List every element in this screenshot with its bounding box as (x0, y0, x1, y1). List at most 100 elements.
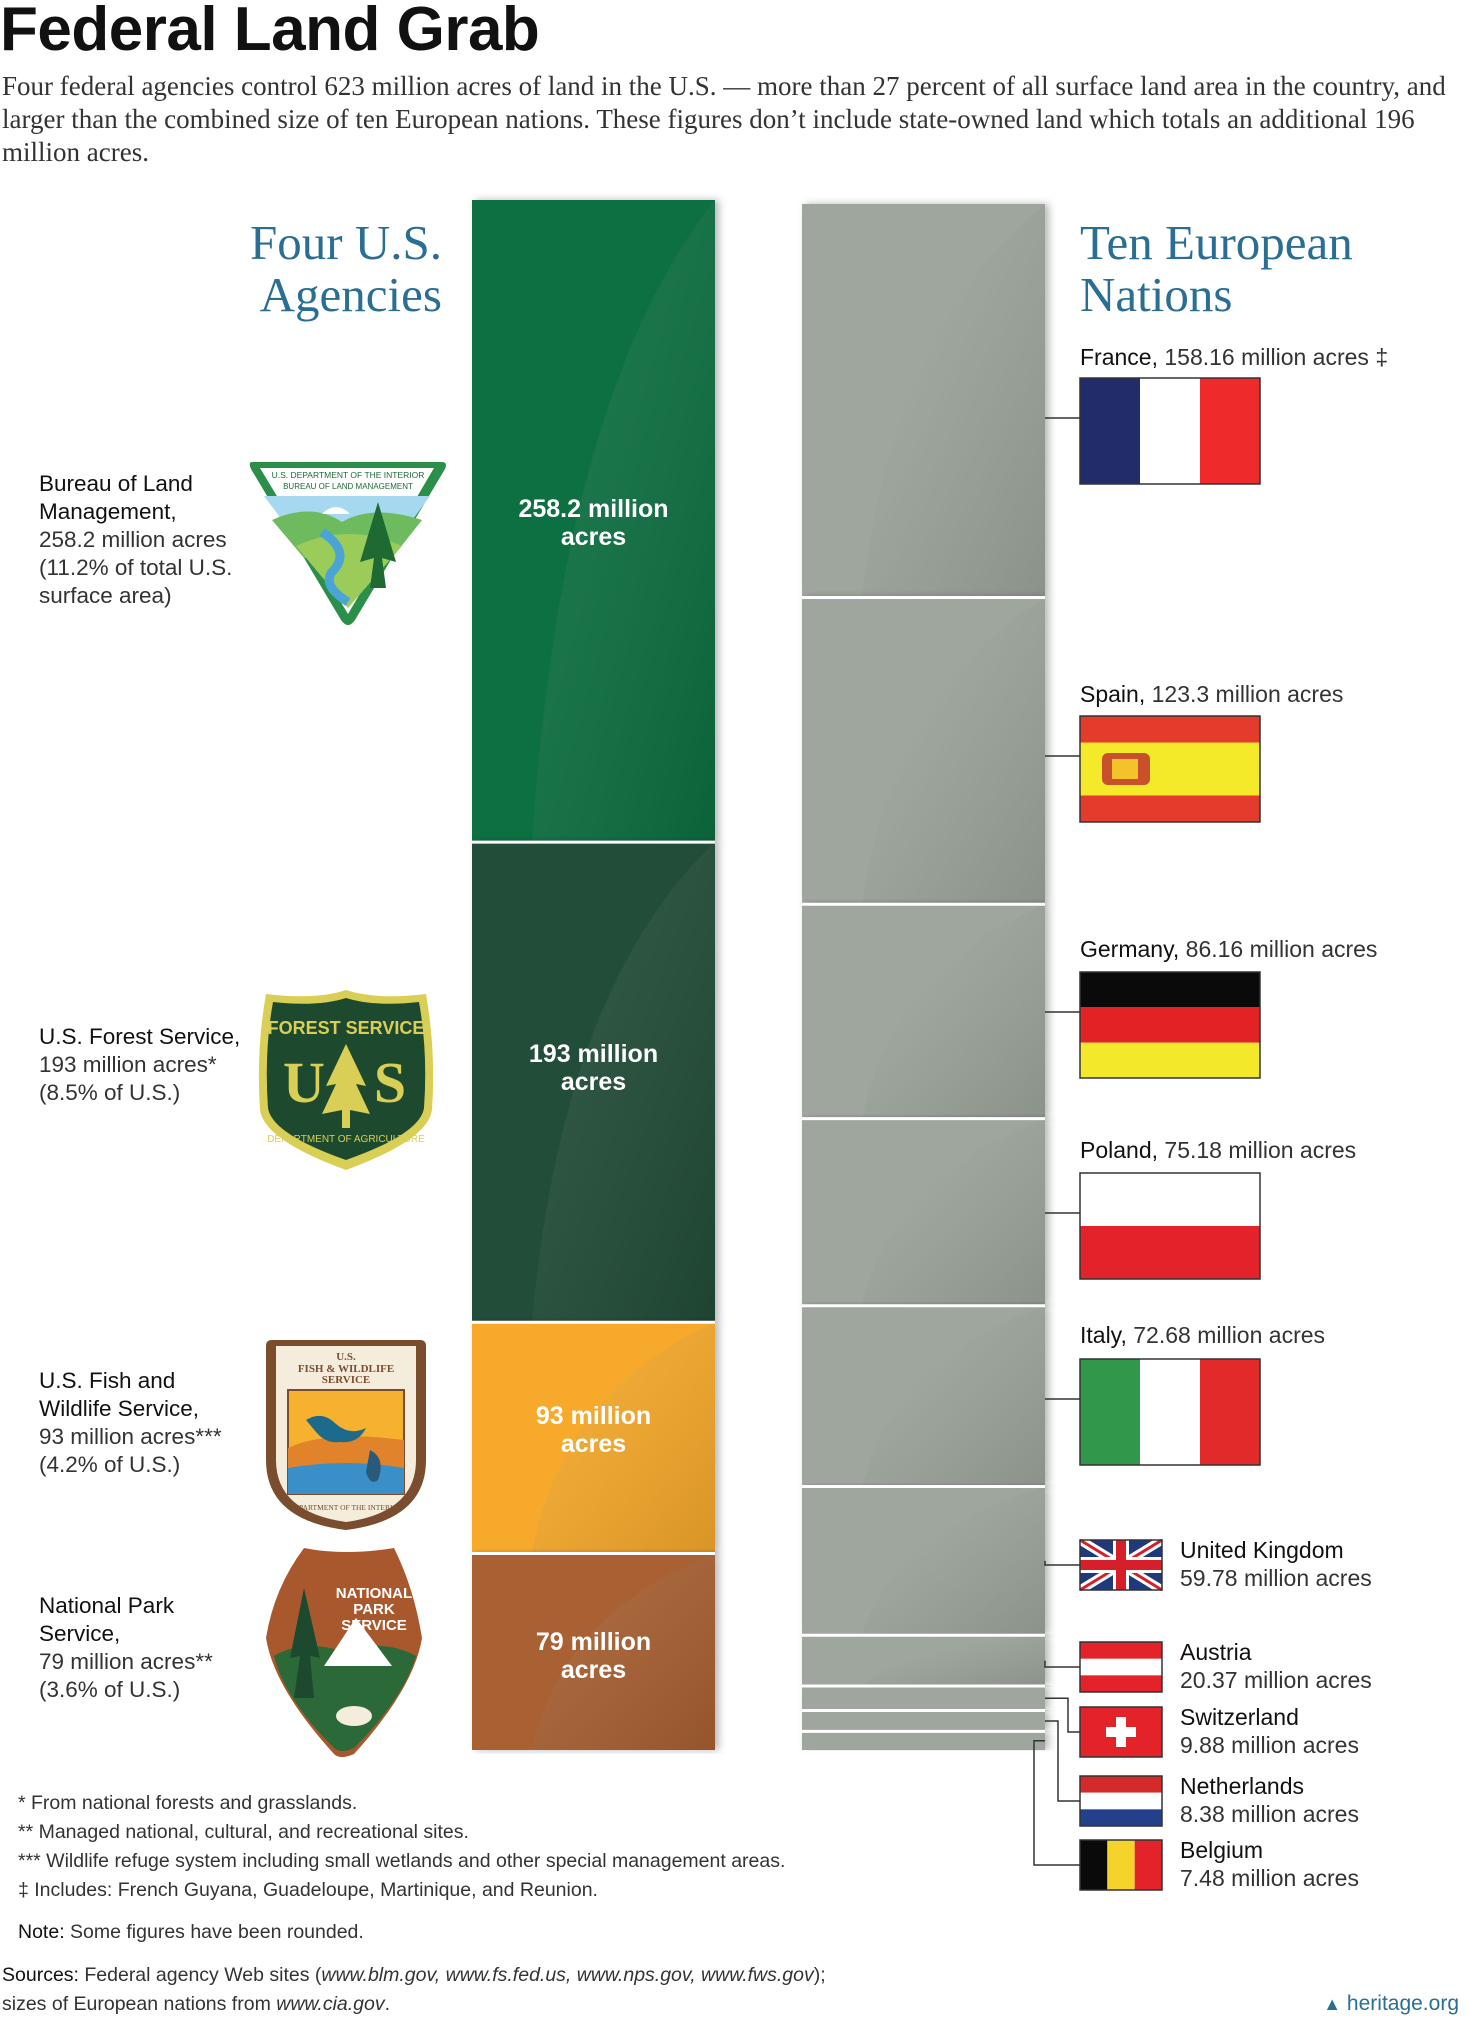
nation-label-switzerland: Switzerland 9.88 million acres (1180, 1703, 1359, 1759)
heritage-text: heritage.org (1346, 1992, 1459, 2015)
nation-bar-stack (802, 204, 1045, 1750)
blm-logo: U.S. DEPARTMENT OF THE INTERIOR BUREAU O… (249, 462, 446, 625)
nation-label-austria: Austria 20.37 million acres (1180, 1638, 1372, 1694)
nation-name: Poland, (1080, 1137, 1159, 1163)
sources-line2-post: . (384, 1993, 391, 2015)
agency-acres: 193 million acres* (39, 1052, 217, 1077)
bar-label-line: acres (560, 1068, 627, 1096)
intro-text: Four federal agencies control 623 millio… (2, 71, 1446, 167)
flag-germany (1079, 971, 1261, 1079)
nation-name: Spain, (1080, 681, 1146, 707)
left-heading-line-1: Four U.S. (250, 215, 442, 270)
sources-line-2: sizes of European nations from www.cia.g… (2, 1992, 390, 2016)
flag-switzerland (1079, 1706, 1163, 1758)
nation-label-italy: Italy, 72.68 million acres (1080, 1321, 1325, 1349)
forest-service-logo-text-1: FOREST SERVICE (268, 1018, 425, 1038)
nation-label-france: France, 158.16 million acres ‡ (1080, 343, 1388, 371)
bar-label-line: acres (560, 1430, 627, 1458)
right-column-heading: Ten European Nations (1080, 217, 1460, 321)
flag-italy (1079, 1358, 1261, 1466)
flag-france (1079, 377, 1261, 485)
nation-flags (1077, 377, 1261, 1891)
nation-name: Switzerland (1180, 1704, 1299, 1730)
bar-label-line: 258.2 million (518, 495, 669, 523)
agency-acres: 79 million acres** (39, 1649, 213, 1674)
agency-acres: 93 million acres*** (39, 1424, 222, 1449)
flag-austria (1079, 1641, 1163, 1693)
agency-acres: 258.2 million acres (39, 527, 227, 552)
agency-label-bureau-of-land-management: Bureau of Land Management, 258.2 million … (39, 470, 279, 610)
nation-connectors (1033, 417, 1080, 1866)
agency-bar-stack (472, 200, 715, 1750)
page-title: Federal Land Grab (0, 0, 540, 64)
connector-belgium (1033, 1739, 1080, 1866)
forest-service-logo-text-3: S (374, 1050, 406, 1115)
nation-acres: 75.18 million acres (1164, 1137, 1357, 1163)
nation-acres: 72.68 million acres (1133, 1322, 1326, 1348)
nation-bar-shade (862, 1305, 1045, 1487)
bar-label-u-s-forest-service: 193 million acres (472, 1040, 715, 1096)
note-line: Note: Some figures have been rounded. (18, 1920, 364, 1944)
nation-name: Netherlands (1180, 1773, 1305, 1799)
nation-label-spain: Spain, 123.3 million acres (1080, 680, 1343, 708)
fws-logo-text-4: DEPARTMENT OF THE INTERIOR (289, 1503, 403, 1512)
nation-acres: 123.3 million acres (1151, 681, 1344, 707)
bar-label-national-park-service: 79 million acres (472, 1628, 715, 1684)
sources-sites: www.blm.gov, www.fs.fed.us, www.nps.gov,… (321, 1964, 814, 1986)
nation-bar-switzerland (802, 1685, 1045, 1711)
agency-bar-shade (532, 1553, 715, 1750)
bar-label-line: acres (560, 1656, 627, 1684)
fish-wildlife-logo: U.S. FISH & WILDLIFE SERVICE DEPARTMENT … (266, 1340, 426, 1530)
agency-name: U.S. Forest Service, (39, 1024, 241, 1049)
heritage-link[interactable]: ▲ heritage.org (1323, 1992, 1459, 2016)
nps-logo-text-1: NATIONAL (336, 1585, 412, 1602)
forest-service-logo-text-4: DEPARTMENT OF AGRICULTURE (267, 1134, 425, 1145)
flag-uk (1077, 1536, 1165, 1594)
nation-name: Germany, (1080, 936, 1180, 962)
nation-acres: 86.16 million acres (1185, 936, 1378, 962)
connector-austria (1044, 1660, 1080, 1668)
footnote-4: ‡ Includes: French Guyana, Guadeloupe, M… (18, 1879, 598, 1901)
nation-label-united-kingdom: United Kingdom 59.78 million acres (1180, 1536, 1372, 1592)
nps-logo-text-2: PARK (353, 1601, 395, 1618)
bar-label-line: 193 million (528, 1040, 659, 1068)
forest-service-logo-text-2: U (283, 1050, 325, 1115)
bar-label-line: 79 million (535, 1628, 652, 1656)
agency-bar-shade (532, 200, 715, 843)
nation-name: France, (1080, 344, 1158, 370)
nation-acres: 7.48 million acres (1180, 1865, 1359, 1891)
agency-bar-shade (532, 842, 715, 1323)
note-label: Note: (18, 1921, 65, 1943)
bar-label-line: acres (560, 523, 627, 551)
nps-logo-text-3: SERVICE (341, 1617, 407, 1634)
nation-name: United Kingdom (1180, 1537, 1344, 1563)
footnote-1: * From national forests and grasslands. (18, 1792, 358, 1814)
nation-bar-shade (862, 1118, 1045, 1306)
footnote-2: ** Managed national, cultural, and recre… (18, 1821, 469, 1843)
right-heading-line-1: Ten European (1080, 215, 1353, 270)
nation-label-belgium: Belgium 7.48 million acres (1180, 1836, 1359, 1892)
note-text: Some figures have been rounded. (64, 1921, 364, 1943)
agency-share: (4.2% of U.S.) (39, 1452, 181, 1477)
agency-share: (3.6% of U.S.) (39, 1677, 181, 1702)
nation-bar-shade (862, 597, 1045, 905)
agency-label-national-park-service: National Park Service, 79 million acres**… (39, 1592, 279, 1704)
connector-uk (1044, 1560, 1080, 1566)
nation-bar-belgium (802, 1731, 1045, 1750)
fws-logo-text-1: U.S. (336, 1351, 356, 1363)
flag-poland (1079, 1172, 1261, 1280)
sources-label: Sources: (2, 1964, 79, 1986)
fws-logo-text-2: FISH & WILDLIFE (298, 1363, 394, 1375)
connector-netherlands (1045, 1720, 1080, 1802)
blm-logo-text-1: U.S. DEPARTMENT OF THE INTERIOR (272, 470, 425, 480)
bar-label-u-s-fish-and-wildlife-service: 93 million acres (472, 1402, 715, 1458)
sources-line2-site: www.cia.gov (276, 1993, 385, 2015)
flag-belgium (1079, 1839, 1163, 1891)
footnote-3: *** Wildlife refuge system including sma… (18, 1850, 786, 1872)
agency-label-u-s-fish-and-wildlife-service: U.S. Fish and Wildlife Service, 93 millio… (39, 1367, 279, 1479)
national-park-logo: NATIONAL PARK SERVICE (266, 1548, 422, 1757)
nation-label-netherlands: Netherlands 8.38 million acres (1180, 1772, 1359, 1828)
left-heading-line-2: Agencies (259, 267, 442, 322)
nation-name: Austria (1180, 1639, 1252, 1665)
